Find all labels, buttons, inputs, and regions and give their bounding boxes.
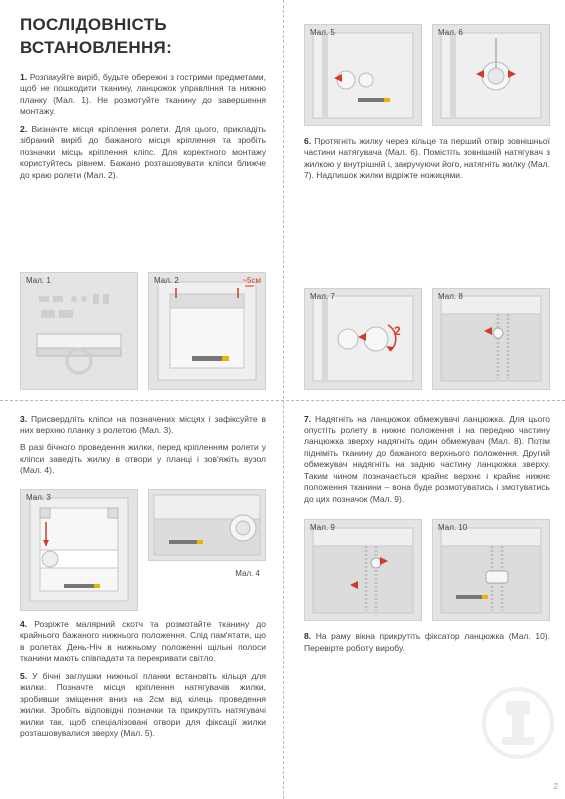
step-7: 7. Надягніть на ланцюжок обмежувачі ланц… (304, 414, 550, 506)
step-3b: В разі бічного проведення жилки, перед к… (20, 442, 266, 476)
figure-7-label: Мал. 7 (310, 292, 335, 303)
figure-7: Мал. 7 2 (304, 288, 422, 390)
figure-3-illustration (24, 492, 134, 607)
quadrant-top-right: Мал. 5 Мал. 6 (284, 0, 565, 400)
step-4-text: Розріжте малярний скотч та розмотайте тк… (20, 619, 266, 663)
figure-row-1-2: Мал. 1 Мал. 2 ~5см (20, 272, 266, 390)
figure-2: Мал. 2 ~5см (148, 272, 266, 390)
step-5: 5. У бічні заглушки нижньої планки встан… (20, 671, 266, 740)
step-7-text: Надягніть на ланцюжок обмежувачі ланцюжк… (304, 414, 550, 504)
step-8: 8. На раму вікна прикрутіть фіксатор лан… (304, 631, 550, 654)
figure-6: Мал. 6 (432, 24, 550, 126)
vertical-divider (283, 0, 284, 799)
figure-8-illustration (436, 291, 546, 386)
figure-8: Мал. 8 (432, 288, 550, 390)
page-number: 2 (554, 782, 558, 793)
figure-6-label: Мал. 6 (438, 28, 463, 39)
figure-6-illustration (436, 28, 546, 123)
page-title: ПОСЛІДОВНІСТЬ ВСТАНОВЛЕННЯ: (20, 14, 266, 60)
step-3a-text: Присвердліть кліпси на позначених місцях… (20, 414, 266, 435)
watermark-icon (482, 687, 554, 759)
figure-5-illustration (308, 28, 418, 123)
step-1-text: Розпакуйте виріб, будьте обережні з гост… (20, 72, 266, 116)
figure-10-label: Мал. 10 (438, 523, 467, 534)
figure-row-7-8: Мал. 7 2 Мал. 8 (304, 288, 550, 390)
step-5-text: У бічні заглушки нижньої планки встанові… (20, 671, 266, 738)
figure-9-label: Мал. 9 (310, 523, 335, 534)
figure-4-container: Мал. 4 (148, 489, 266, 611)
figure-5-label: Мал. 5 (310, 28, 335, 39)
step-6: 6. Протягніть жилку через кільце та перш… (304, 136, 550, 182)
figure-9: Мал. 9 (304, 519, 422, 621)
figure-4-label: Мал. 4 (148, 569, 266, 580)
figure-4 (148, 489, 266, 561)
figure-1-label: Мал. 1 (26, 276, 51, 287)
figure-3-label: Мал. 3 (26, 493, 51, 504)
step-4: 4. Розріжте малярний скотч та розмотайте… (20, 619, 266, 665)
figure-3: Мал. 3 (20, 489, 138, 611)
figure-row-9-10: Мал. 9 Мал. 10 (304, 519, 550, 621)
quadrant-top-left: ПОСЛІДОВНІСТЬ ВСТАНОВЛЕННЯ: 1. Розпакуйт… (0, 0, 284, 400)
quadrant-bottom-left: 3. Присвердліть кліпси на позначених міс… (0, 400, 284, 799)
figure-10: Мал. 10 (432, 519, 550, 621)
step-1: 1. Розпакуйте виріб, будьте обережні з г… (20, 72, 266, 118)
figure-row-3-4: Мал. 3 (20, 489, 266, 611)
figure-2-illustration (152, 276, 262, 386)
figure-7-illustration: 2 (308, 291, 418, 386)
figure-1: Мал. 1 (20, 272, 138, 390)
figure-10-illustration (436, 523, 546, 618)
figure-4-illustration (151, 492, 263, 558)
figure-8-label: Мал. 8 (438, 292, 463, 303)
step-6-text: Протягніть жилку через кільце та перший … (304, 136, 550, 180)
step-2-text: Визначте місця кріплення ролети. Для цьо… (20, 124, 266, 180)
figure-row-5-6: Мал. 5 Мал. 6 (304, 24, 550, 126)
step-2: 2. Визначте місця кріплення ролети. Для … (20, 124, 266, 181)
figure-9-illustration (308, 523, 418, 618)
quadrant-bottom-right: 7. Надягніть на ланцюжок обмежувачі ланц… (284, 400, 565, 799)
figure-2-dimension: ~5см (242, 276, 261, 287)
step-3: 3. Присвердліть кліпси на позначених міс… (20, 414, 266, 437)
figure-2-label: Мал. 2 (154, 276, 179, 287)
step-8-text: На раму вікна прикрутіть фіксатор ланцюж… (304, 631, 550, 652)
figure-5: Мал. 5 (304, 24, 422, 126)
figure-1-illustration (29, 286, 129, 376)
